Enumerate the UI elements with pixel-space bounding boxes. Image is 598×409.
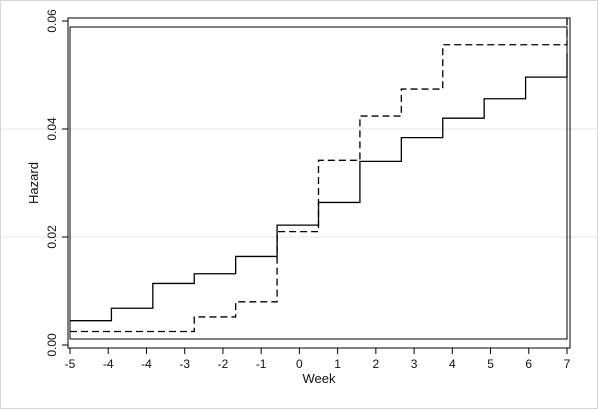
x-tick-label-1: -4 bbox=[103, 357, 114, 371]
x-tick-label-8: 2 bbox=[373, 357, 380, 371]
x-tick-label-3: -3 bbox=[179, 357, 190, 371]
y-tick-label-1: 0.02 bbox=[45, 225, 59, 249]
x-tick-label-4: -2 bbox=[218, 357, 229, 371]
y-tick-label-3: 0.06 bbox=[45, 9, 59, 33]
y-tick-label-2: 0.04 bbox=[45, 117, 59, 141]
y-axis-title: Hazard bbox=[26, 162, 41, 204]
x-tick-label-7: 1 bbox=[334, 357, 341, 371]
series-line-dashed bbox=[70, 15, 568, 333]
x-tick-label-9: 3 bbox=[411, 357, 418, 371]
grid-layer bbox=[1, 128, 597, 238]
x-axis: -5 -4 -4 -3 -2 -1 0 1 2 3 4 5 6 7 bbox=[65, 347, 571, 371]
x-tick-label-0: -5 bbox=[65, 357, 76, 371]
x-tick-label-12: 6 bbox=[525, 357, 532, 371]
x-tick-label-5: -1 bbox=[256, 357, 267, 371]
inner-plot-box bbox=[69, 26, 568, 340]
series-layer bbox=[70, 15, 568, 333]
x-axis-title: Week bbox=[303, 371, 336, 386]
x-tick-label-11: 5 bbox=[487, 357, 494, 371]
x-tick-label-6: 0 bbox=[296, 357, 303, 371]
x-tick-label-10: 4 bbox=[449, 357, 456, 371]
y-tick-label-0: 0.00 bbox=[45, 333, 59, 357]
x-tick-label-13: 7 bbox=[564, 357, 571, 371]
x-tick-label-2: -4 bbox=[141, 357, 152, 371]
y-axis: 0.00 0.02 0.04 0.06 bbox=[45, 9, 69, 357]
